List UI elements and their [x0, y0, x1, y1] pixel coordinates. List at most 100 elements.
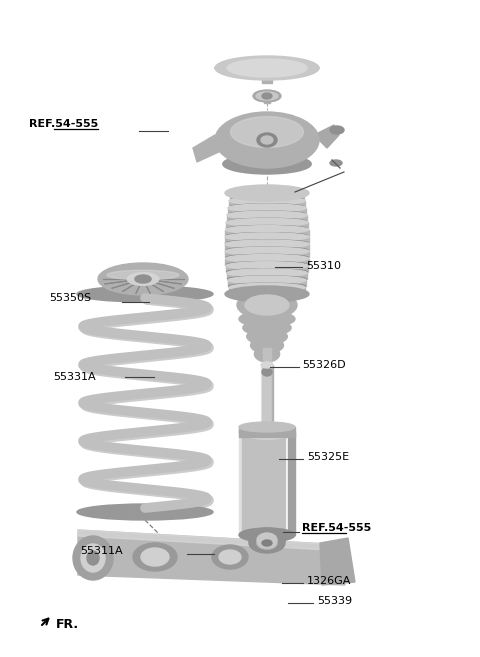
Ellipse shape [107, 270, 179, 280]
Bar [262, 68, 272, 83]
Ellipse shape [226, 261, 308, 270]
Text: 55326D: 55326D [302, 360, 346, 371]
Ellipse shape [229, 197, 305, 205]
Ellipse shape [212, 545, 248, 569]
Bar [261, 365, 263, 432]
Ellipse shape [330, 126, 344, 134]
Ellipse shape [141, 548, 169, 566]
Polygon shape [193, 135, 223, 162]
Ellipse shape [219, 550, 241, 564]
Text: REF.54-555: REF.54-555 [29, 119, 98, 129]
Polygon shape [78, 530, 345, 551]
Ellipse shape [227, 211, 307, 219]
Ellipse shape [230, 204, 304, 210]
Text: 1326GA: 1326GA [307, 576, 351, 587]
Ellipse shape [262, 540, 272, 546]
Polygon shape [320, 538, 355, 585]
Ellipse shape [239, 425, 295, 439]
Ellipse shape [226, 240, 308, 246]
Ellipse shape [261, 429, 273, 435]
Ellipse shape [87, 551, 99, 565]
Ellipse shape [247, 328, 288, 344]
Ellipse shape [230, 290, 304, 296]
Ellipse shape [227, 261, 308, 267]
Bar [226, 223, 308, 229]
Ellipse shape [227, 59, 307, 77]
Ellipse shape [237, 291, 297, 319]
Bar [229, 201, 305, 207]
Ellipse shape [239, 311, 295, 327]
Bar [239, 432, 246, 535]
Text: 55350S: 55350S [49, 292, 91, 303]
Ellipse shape [249, 528, 285, 552]
Ellipse shape [257, 133, 277, 147]
Bar [264, 93, 270, 103]
Ellipse shape [215, 112, 319, 168]
Ellipse shape [261, 136, 273, 144]
Ellipse shape [261, 362, 273, 368]
Bar [272, 365, 273, 432]
Ellipse shape [77, 504, 213, 520]
Ellipse shape [225, 247, 309, 256]
Ellipse shape [229, 283, 305, 291]
Ellipse shape [135, 275, 151, 283]
Ellipse shape [223, 154, 311, 174]
Ellipse shape [254, 346, 279, 362]
Bar [226, 265, 308, 272]
Ellipse shape [73, 536, 113, 580]
Bar [242, 432, 285, 535]
Bar [228, 208, 306, 214]
Ellipse shape [227, 225, 307, 231]
Text: 55310: 55310 [306, 261, 341, 271]
Ellipse shape [226, 218, 308, 227]
Text: 55311A: 55311A [80, 545, 122, 556]
Ellipse shape [227, 233, 308, 238]
Polygon shape [78, 530, 345, 585]
Ellipse shape [215, 56, 319, 80]
Bar [228, 280, 306, 286]
Ellipse shape [243, 320, 291, 336]
Bar [230, 194, 304, 200]
Ellipse shape [98, 263, 188, 295]
Ellipse shape [257, 537, 277, 549]
Ellipse shape [133, 543, 177, 571]
Bar [225, 244, 309, 250]
Ellipse shape [262, 93, 272, 99]
Ellipse shape [226, 225, 309, 234]
Text: FR.: FR. [56, 618, 79, 631]
Ellipse shape [225, 240, 309, 248]
Bar [226, 230, 309, 236]
Ellipse shape [239, 528, 295, 542]
Bar [227, 273, 307, 279]
Bar [229, 287, 305, 294]
Ellipse shape [225, 286, 309, 302]
Ellipse shape [77, 286, 213, 302]
Ellipse shape [228, 211, 305, 217]
Ellipse shape [215, 63, 319, 73]
Ellipse shape [257, 533, 277, 547]
Bar [239, 427, 295, 437]
Bar [227, 215, 307, 221]
Text: 55339: 55339 [317, 596, 352, 606]
Bar [263, 348, 271, 372]
Text: REF.54-555: REF.54-555 [302, 522, 372, 533]
Polygon shape [314, 125, 339, 148]
Ellipse shape [251, 337, 284, 353]
Ellipse shape [330, 160, 342, 166]
Ellipse shape [127, 273, 159, 285]
Ellipse shape [227, 269, 307, 275]
Bar [225, 251, 309, 258]
Ellipse shape [228, 204, 306, 212]
Ellipse shape [226, 254, 309, 263]
Ellipse shape [249, 533, 285, 553]
Ellipse shape [228, 276, 306, 284]
Ellipse shape [228, 218, 306, 224]
Ellipse shape [226, 247, 308, 253]
Ellipse shape [230, 116, 303, 147]
Ellipse shape [225, 185, 309, 201]
Bar [262, 365, 271, 432]
Text: 55325E: 55325E [307, 451, 349, 462]
Ellipse shape [226, 254, 308, 260]
Ellipse shape [227, 269, 307, 277]
Ellipse shape [228, 276, 306, 282]
